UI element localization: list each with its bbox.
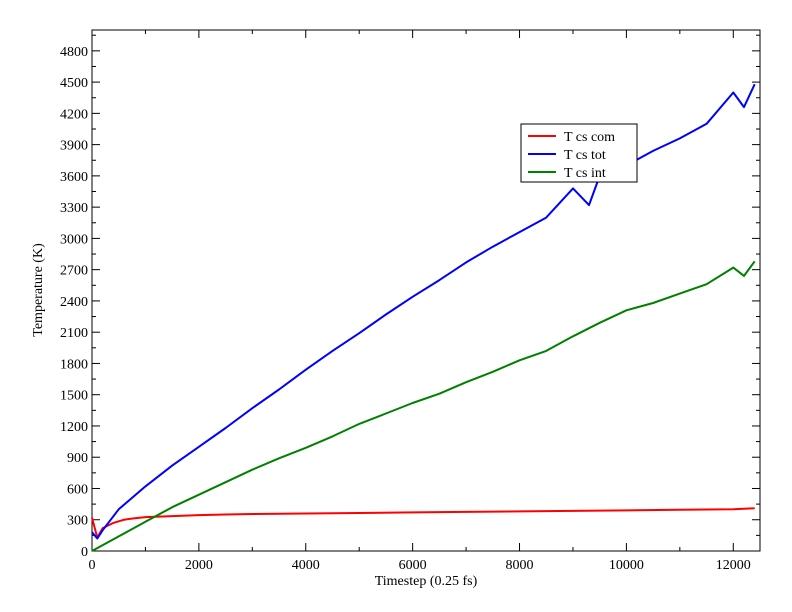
y-tick-label: 2100 [60,326,88,341]
y-tick-label: 2700 [60,264,88,279]
legend-label-0: T cs com [564,130,615,145]
axis-ticks: 0 2000 4000 6000 8000 10000 12000 0 300 600 900 120… [60,30,760,573]
y-tick-label: 3900 [60,139,88,154]
y-tick-label: 300 [67,514,88,529]
x-tick-label: 12000 [716,558,751,573]
plot-frame [91,29,761,552]
x-tick-label: 6000 [399,558,427,573]
y-tick-label: 3300 [60,201,88,216]
y-tick-label: 4200 [60,107,88,122]
y-tick-label: 3000 [60,232,88,247]
y-tick-label: 4800 [60,45,88,60]
legend: T cs com T cs tot T cs int [520,123,638,183]
y-tick-label: 0 [81,545,88,560]
y-tick-label: 2400 [60,295,88,310]
y-tick-label: 600 [67,482,88,497]
y-tick-label: 1800 [60,357,88,372]
x-axis-title: Timestep (0.25 fs) [375,574,478,589]
y-tick-label: 1500 [60,389,88,404]
series-line-1 [91,83,756,540]
legend-label-1: T cs tot [564,148,606,163]
legend-label-2: T cs int [564,166,606,181]
y-tick-label: 900 [67,451,88,466]
series-layer [91,83,756,552]
x-tick-label: 10000 [609,558,644,573]
series-line-2 [91,260,756,552]
y-tick-label: 4500 [60,76,88,91]
x-tick-label: 4000 [292,558,320,573]
x-tick-label: 2000 [185,558,213,573]
y-tick-label: 3600 [60,170,88,185]
y-axis-title: Temperature (K) [31,243,46,337]
x-tick-label: 8000 [506,558,534,573]
series-line-0 [91,507,755,539]
x-tick-label: 0 [89,558,96,573]
y-tick-label: 1200 [60,420,88,435]
